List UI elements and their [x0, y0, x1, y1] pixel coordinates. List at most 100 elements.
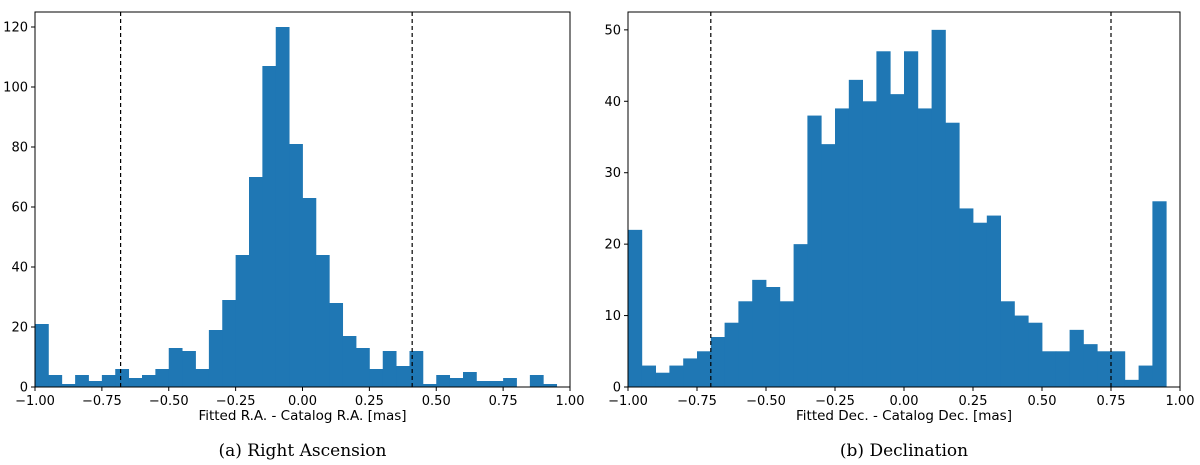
ra-bar	[35, 324, 49, 387]
ra-bar	[543, 384, 558, 387]
ra-y-tick-label: 80	[11, 141, 28, 156]
histogram-right-ascension: −1.00 −0.75 −0.50 −0.25 0.00 0.25 0.50 0.75 1.00…	[3, 11, 584, 461]
dec-y-ticks: 0 10 20 30 40 50	[604, 23, 628, 396]
ra-bar	[101, 375, 116, 387]
ra-bar	[422, 384, 437, 387]
ra-bars	[35, 27, 571, 387]
ra-bar	[489, 381, 504, 387]
ra-x-tick-label: −0.50	[149, 394, 189, 409]
dec-y-tick-label: 0	[613, 381, 621, 396]
dec-x-tick-label: −0.50	[746, 394, 786, 409]
dec-x-axis-label: Fitted Dec. - Catalog Dec. [mas]	[796, 408, 1012, 424]
dec-bar	[862, 101, 877, 388]
ra-x-tick-label: −0.75	[82, 394, 122, 409]
ra-bar	[463, 372, 477, 387]
ra-x-tick-label: 0.00	[288, 394, 317, 409]
dec-bar	[1097, 351, 1112, 387]
ra-bar	[128, 378, 143, 387]
ra-bar	[262, 66, 277, 387]
dec-bar	[1028, 322, 1043, 387]
ra-bar	[168, 348, 183, 387]
ra-y-tick-label: 120	[3, 21, 28, 36]
ra-bar	[329, 303, 344, 387]
ra-bar	[409, 351, 424, 387]
dec-y-tick-label: 30	[604, 166, 621, 181]
ra-bar	[275, 27, 290, 387]
dec-x-tick-label: −0.75	[677, 394, 717, 409]
ra-x-tick-label: −0.25	[216, 394, 256, 409]
ra-bar	[396, 366, 410, 387]
dec-bar	[835, 108, 850, 387]
dec-x-tick-label: 0.25	[959, 394, 988, 409]
dec-bar	[973, 222, 988, 387]
dec-bar	[986, 215, 1001, 387]
dec-bar	[669, 365, 684, 387]
ra-bar	[88, 381, 103, 387]
dec-bar	[1055, 351, 1070, 387]
ra-bar	[302, 198, 317, 387]
dec-bar	[1042, 351, 1057, 387]
ra-bar	[61, 384, 76, 387]
dec-bar	[1138, 365, 1153, 387]
ra-x-tick-label: −1.00	[15, 394, 55, 409]
dec-bar	[917, 108, 932, 387]
dec-bar	[779, 301, 794, 387]
dec-x-tick-label: 0.75	[1097, 394, 1126, 409]
ra-bar	[315, 255, 330, 387]
ra-bar	[382, 351, 397, 387]
ra-y-tick-label: 20	[11, 321, 28, 336]
dec-bar	[945, 122, 960, 387]
dec-bar	[1152, 201, 1167, 387]
ra-bar	[235, 255, 250, 387]
dec-y-tick-label: 20	[604, 238, 621, 253]
ra-bar	[369, 369, 384, 387]
dec-bar	[931, 29, 946, 387]
ra-bar	[48, 375, 63, 387]
ra-caption: (a) Right Ascension	[219, 441, 387, 461]
dec-bar	[738, 301, 753, 387]
ra-bar	[208, 330, 223, 387]
ra-bar	[182, 351, 196, 387]
dec-y-tick-label: 10	[604, 309, 621, 324]
ra-bar	[115, 369, 130, 387]
dec-bar	[766, 287, 781, 387]
dec-bar	[628, 229, 643, 387]
dec-bar	[821, 144, 836, 387]
ra-bar	[289, 144, 303, 387]
dec-x-tick-label: −1.00	[608, 394, 648, 409]
ra-bar	[476, 381, 491, 387]
ra-bar	[155, 369, 170, 387]
ra-y-tick-label: 0	[20, 381, 28, 396]
ra-x-tick-label: 0.50	[422, 394, 451, 409]
dec-bar	[793, 244, 808, 387]
dec-bar	[807, 115, 822, 388]
ra-y-tick-label: 40	[11, 261, 28, 276]
dec-x-tick-label: −0.25	[815, 394, 855, 409]
dec-bar	[876, 51, 891, 388]
ra-y-tick-label: 100	[3, 81, 28, 96]
dec-bar	[959, 208, 974, 387]
dec-bars	[628, 29, 1167, 388]
ra-x-ticks: −1.00 −0.75 −0.50 −0.25 0.00 0.25 0.50 0.75 1.00	[15, 387, 584, 409]
dec-bar	[1069, 329, 1084, 387]
dec-bar	[904, 51, 919, 388]
ra-bar	[436, 375, 451, 387]
ra-bar	[503, 378, 517, 387]
ra-x-tick-label: 0.75	[489, 394, 518, 409]
dec-x-tick-label: 0.50	[1028, 394, 1057, 409]
ra-bar	[142, 375, 156, 387]
dec-bar	[641, 365, 656, 387]
dec-bar	[1111, 351, 1126, 387]
ra-bar	[356, 348, 370, 387]
dec-x-ticks: −1.00 −0.75 −0.50 −0.25 0.00 0.25 0.50 0.75 1.00	[608, 387, 1194, 409]
ra-bar	[75, 375, 89, 387]
dec-bar	[890, 94, 905, 388]
dec-bar	[1083, 344, 1098, 387]
dec-bar	[697, 351, 712, 387]
dec-bar	[1124, 379, 1139, 387]
ra-bar	[249, 177, 263, 387]
dec-bar	[1014, 315, 1029, 387]
dec-y-tick-label: 40	[604, 95, 621, 110]
dec-bar	[848, 79, 863, 387]
